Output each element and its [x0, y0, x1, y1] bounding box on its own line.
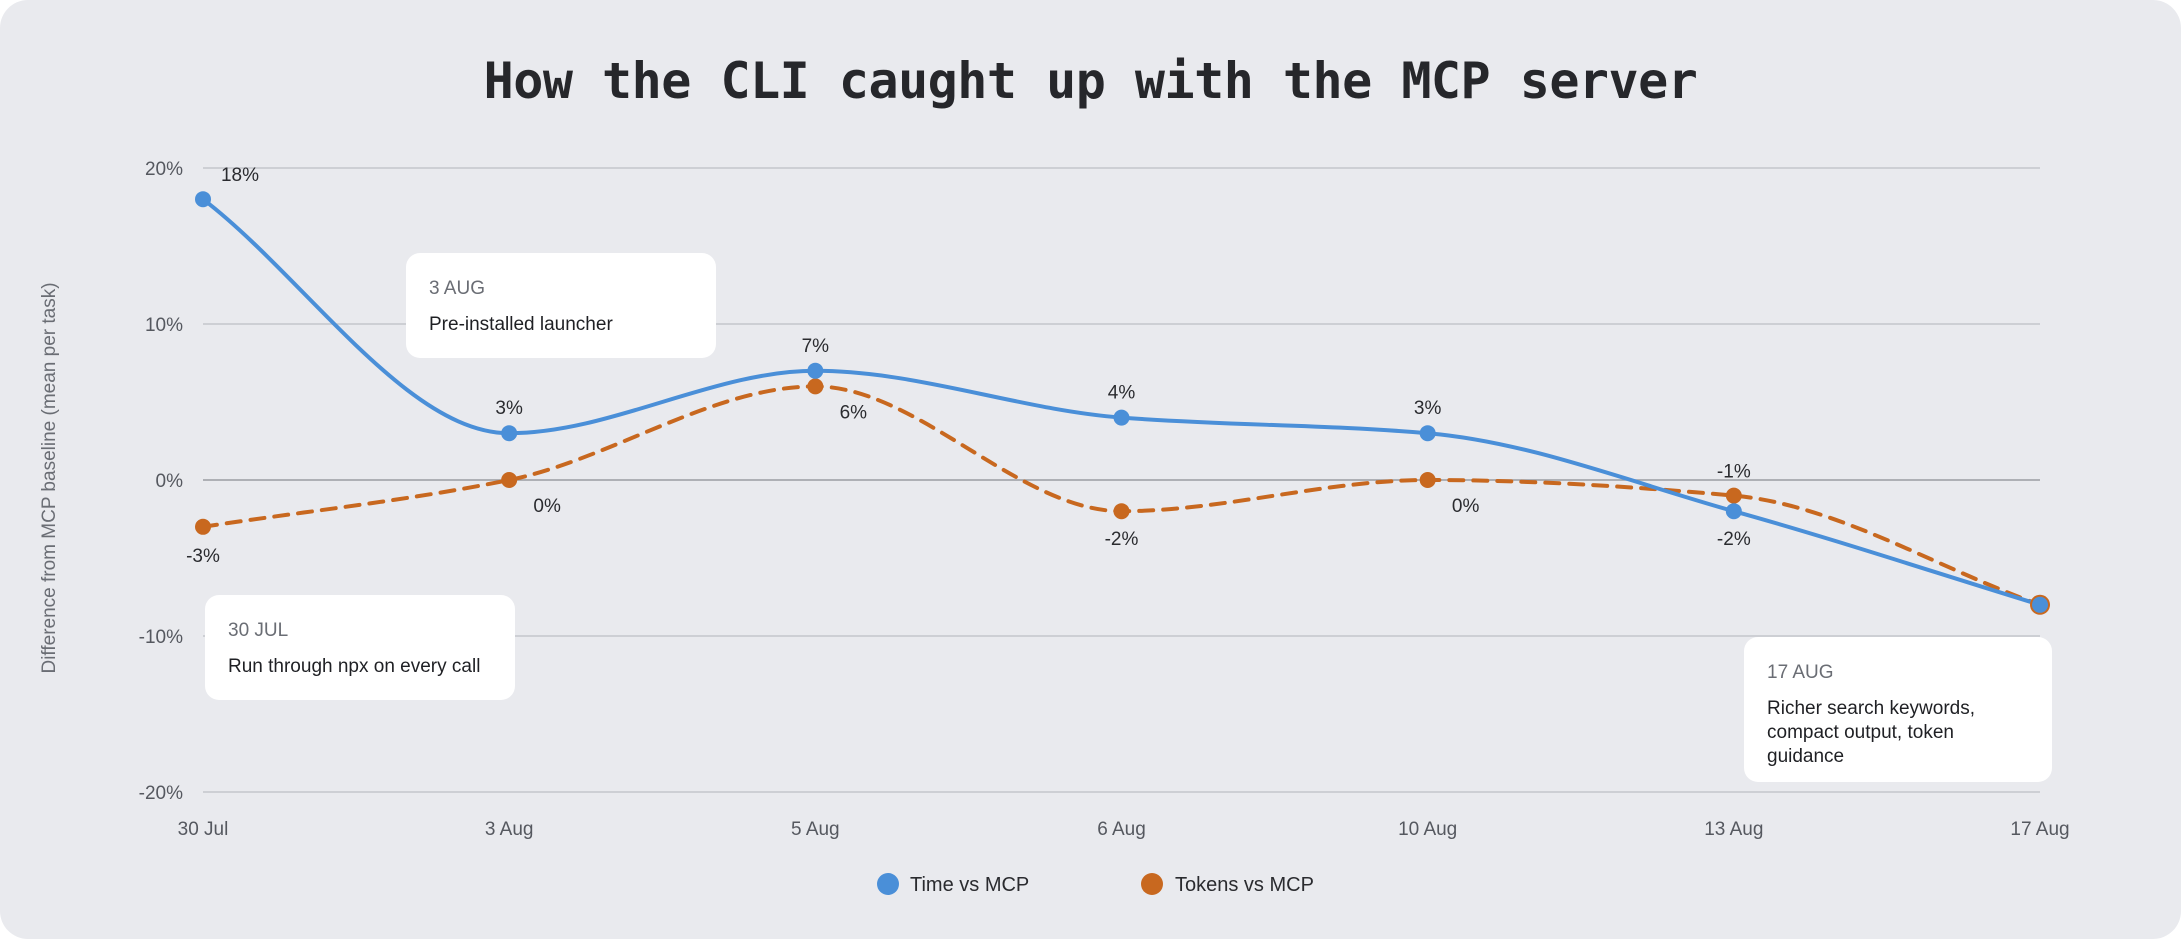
tokens-data-label: -3% [186, 546, 220, 567]
tokens-data-label: 0% [1452, 496, 1480, 517]
time-data-point [1113, 409, 1130, 426]
tokens-legend-swatch [1141, 873, 1163, 895]
x-tick-label: 17 Aug [2010, 819, 2069, 840]
time-data-label: 4% [1108, 383, 1136, 404]
tokens-data-label: -1% [1717, 462, 1751, 483]
annotation-box [406, 253, 716, 358]
tokens-data-point [501, 472, 518, 488]
time-data-point [1725, 503, 1742, 520]
tokens-data-point [1725, 487, 1742, 504]
tokens-data-point [807, 378, 824, 395]
x-tick-label: 30 Jul [178, 819, 229, 840]
y-axis-title: Difference from MCP baseline (mean per t… [39, 282, 60, 673]
time-data-point [195, 191, 211, 208]
time-data-point [501, 425, 518, 442]
y-tick-label: 10% [145, 315, 183, 336]
annotation-box [205, 595, 515, 700]
annotation-text: Run through npx on every call [228, 656, 480, 677]
x-tick-label: 5 Aug [791, 819, 840, 840]
annotation-date: 17 AUG [1767, 662, 1834, 683]
time-data-label: 3% [1414, 398, 1442, 419]
x-tick-label: 6 Aug [1097, 819, 1146, 840]
tokens-data-point [1419, 472, 1436, 488]
time-legend-label: Time vs MCP [910, 874, 1029, 896]
annotation-text: Richer search keywords, [1767, 698, 1975, 719]
annotation-date: 30 JUL [228, 620, 288, 641]
tokens-data-point [195, 518, 211, 535]
x-tick-label: 13 Aug [1704, 819, 1763, 840]
y-tick-label: 0% [156, 471, 184, 492]
tokens-data-label: -2% [1105, 529, 1139, 550]
x-tick-label: 3 Aug [485, 819, 534, 840]
x-tick-label: 10 Aug [1398, 819, 1457, 840]
time-legend-swatch [877, 873, 899, 895]
time-data-label: 3% [495, 398, 523, 419]
annotation-text: Pre-installed launcher [429, 314, 613, 335]
tokens-data-point [1113, 503, 1130, 520]
annotation-text: compact output, token [1767, 722, 1954, 743]
annotation-text: guidance [1767, 746, 1844, 767]
time-data-point [1419, 425, 1436, 442]
time-data-point [807, 362, 824, 379]
annotation-date: 3 AUG [429, 278, 485, 299]
tokens-legend-label: Tokens vs MCP [1175, 874, 1314, 896]
time-data-label: 18% [221, 165, 259, 186]
annotation-box [1744, 637, 2052, 782]
time-data-label: -2% [1717, 529, 1751, 550]
y-tick-label: 20% [145, 159, 183, 180]
tokens-data-label: 0% [533, 496, 561, 517]
chart-title: How the CLI caught up with the MCP serve… [483, 52, 1698, 110]
y-tick-label: -20% [139, 783, 183, 804]
tokens-data-label: 6% [840, 402, 868, 423]
time-data-point [2032, 596, 2048, 613]
time-data-label: 7% [802, 336, 830, 357]
y-tick-label: -10% [139, 627, 183, 648]
